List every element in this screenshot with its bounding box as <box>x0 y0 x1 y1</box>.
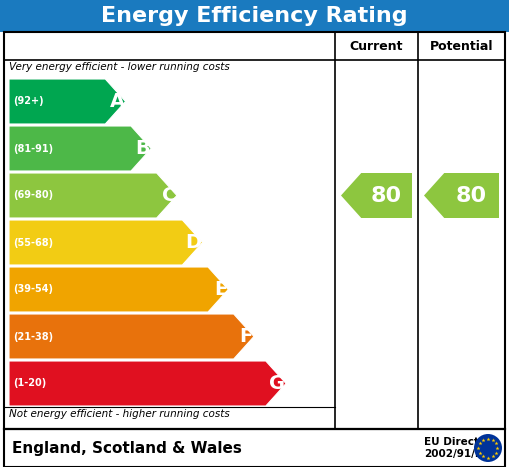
Text: 2002/91/EC: 2002/91/EC <box>424 449 490 459</box>
Bar <box>4 429 505 467</box>
Text: A: A <box>109 92 125 111</box>
Circle shape <box>474 434 502 462</box>
Text: C: C <box>161 186 176 205</box>
Text: Potential: Potential <box>430 40 493 52</box>
Text: (92+): (92+) <box>13 97 44 106</box>
Polygon shape <box>424 173 499 218</box>
Text: D: D <box>185 233 202 252</box>
Text: 80: 80 <box>371 185 402 205</box>
Text: EU Directive: EU Directive <box>424 437 496 447</box>
Polygon shape <box>341 173 412 218</box>
Bar <box>0 0 509 32</box>
Polygon shape <box>9 220 203 265</box>
Text: B: B <box>135 139 150 158</box>
Polygon shape <box>9 267 228 312</box>
Polygon shape <box>9 314 254 359</box>
Polygon shape <box>9 173 177 218</box>
Bar <box>4 32 505 429</box>
Text: (39-54): (39-54) <box>13 284 53 295</box>
Text: G: G <box>269 374 285 393</box>
Text: (21-38): (21-38) <box>13 332 53 341</box>
Text: Very energy efficient - lower running costs: Very energy efficient - lower running co… <box>9 62 230 72</box>
Text: (81-91): (81-91) <box>13 143 53 154</box>
Text: E: E <box>214 280 228 299</box>
Text: Not energy efficient - higher running costs: Not energy efficient - higher running co… <box>9 409 230 419</box>
Text: Current: Current <box>350 40 403 52</box>
Text: Energy Efficiency Rating: Energy Efficiency Rating <box>101 6 408 26</box>
Text: F: F <box>240 327 253 346</box>
Polygon shape <box>9 79 126 124</box>
Polygon shape <box>9 126 151 171</box>
Text: (69-80): (69-80) <box>13 191 53 200</box>
Text: England, Scotland & Wales: England, Scotland & Wales <box>12 440 242 455</box>
Text: (55-68): (55-68) <box>13 238 53 248</box>
Polygon shape <box>9 361 286 406</box>
Text: (1-20): (1-20) <box>13 378 46 389</box>
Text: 80: 80 <box>456 185 487 205</box>
